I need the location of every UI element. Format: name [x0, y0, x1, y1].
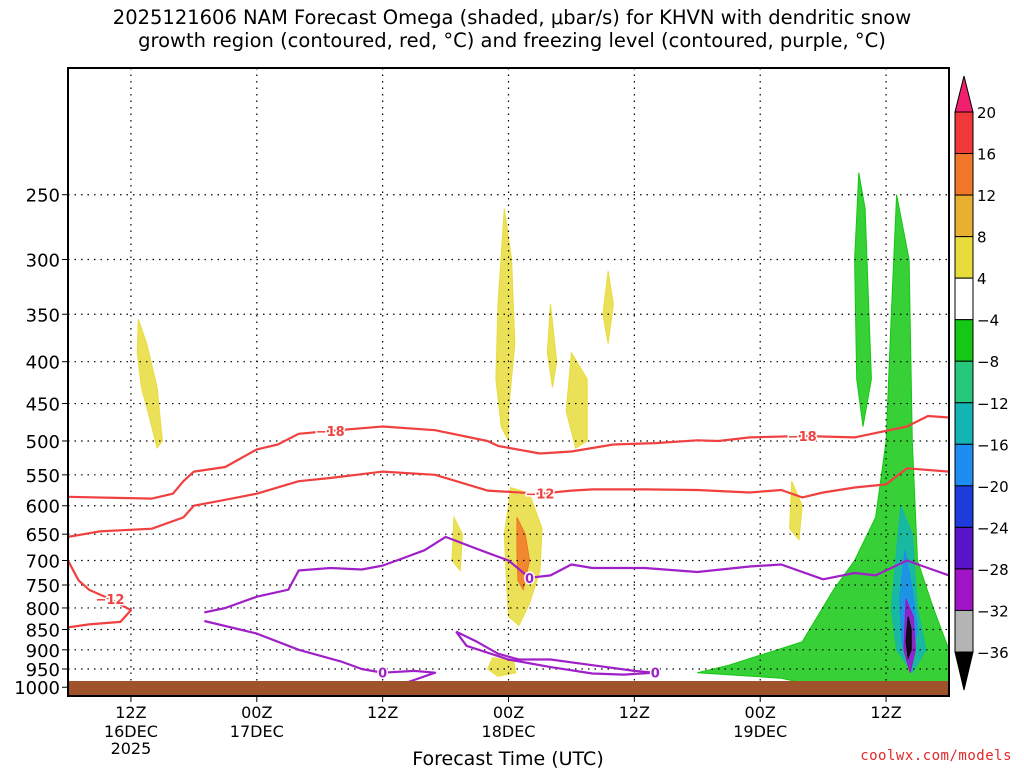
colorbar-label: −4 [977, 312, 999, 330]
colorbar-swatch [954, 360, 974, 404]
colorbar-label: −20 [977, 478, 1009, 496]
omega-blob-18z-upper [495, 208, 516, 442]
colorbar-label: −36 [977, 644, 1009, 662]
colorbar-swatch [954, 485, 974, 528]
colorbar-label: −32 [977, 602, 1009, 620]
contour-label: −18 [316, 425, 345, 440]
colorbar-label: −24 [977, 519, 1009, 537]
y-tick-label: 950 [26, 660, 60, 681]
y-tick-label: 300 [26, 250, 60, 271]
y-tick-label: 900 [26, 641, 60, 662]
y-axis: 2503003504004505005506006507007508008509… [14, 186, 68, 699]
colorbar-swatch [954, 526, 974, 570]
x-tick-sublabel: 19DEC [733, 722, 787, 741]
colorbar-swatch [954, 153, 974, 196]
y-tick-label: 800 [26, 599, 60, 620]
x-tick-label: 12Z [870, 703, 901, 722]
colorbar-swatch [954, 568, 974, 611]
y-tick-label: 250 [26, 186, 60, 207]
colorbar-swatch [954, 236, 974, 279]
x-tick-sublabel: 2025 [111, 739, 152, 758]
colorbar-label: −28 [977, 561, 1009, 579]
colorbar-label: −16 [977, 436, 1009, 454]
credit-text: coolwx.com/models [860, 748, 1012, 764]
omega-blob-18z-core [516, 517, 531, 592]
gridlines [68, 68, 949, 696]
x-tick-label: 12Z [115, 703, 146, 722]
contour-label: −18 [788, 430, 817, 445]
omega-blob-early [136, 319, 163, 450]
colorbar-label: 16 [977, 146, 996, 164]
chart-title: 2025121606 NAM Forecast Omega (shaded, μ… [112, 6, 912, 52]
omega-blob-small-1 [546, 303, 558, 388]
colorbar-swatch [954, 111, 974, 155]
y-tick-label: 750 [26, 576, 60, 597]
colorbar-label: −8 [977, 353, 999, 371]
colorbar-swatch [954, 194, 974, 238]
contour-freezing-0 [204, 535, 949, 614]
ground-terrain [68, 681, 949, 696]
y-tick-label: 650 [26, 525, 60, 546]
colorbar-label: 4 [977, 270, 987, 288]
y-tick-label: 400 [26, 353, 60, 374]
x-axis-label: Forecast Time (UTC) [412, 748, 603, 768]
contour-label: 0 [651, 667, 660, 682]
colorbar-swatch [954, 609, 974, 653]
y-tick-label: 550 [26, 466, 60, 487]
colorbar-label: 12 [977, 187, 996, 205]
omega-shading [136, 172, 949, 688]
y-tick-label: 500 [26, 432, 60, 453]
colorbar-swatch [954, 402, 974, 445]
y-tick-label: 350 [26, 305, 60, 326]
y-tick-label: 700 [26, 552, 60, 573]
x-tick-label: 00Z [745, 703, 776, 722]
contour-freezing-0-blob [455, 630, 657, 676]
x-tick-label: 00Z [493, 703, 524, 722]
colorbar-label: −12 [977, 395, 1009, 413]
plot-area: −18 −18 −12 −12 0 0 0 [68, 68, 949, 696]
colorbar-swatch [954, 277, 974, 321]
y-tick-label: 450 [26, 395, 60, 416]
colorbar-top-arrow [954, 75, 974, 113]
colorbar-bottom-arrow [954, 651, 974, 691]
contour-label: 0 [525, 572, 534, 587]
x-tick-label: 00Z [241, 703, 272, 722]
omega-blob-small-4 [451, 515, 463, 572]
contour-dgz-minus18-left [68, 425, 614, 500]
x-tick-label: 12Z [367, 703, 398, 722]
omega-blob-19z-yellow [789, 481, 803, 541]
colorbar-swatch [954, 443, 974, 487]
omega-blob-small-3 [602, 271, 614, 344]
x-tick-sublabel: 17DEC [230, 722, 284, 741]
contour-freezing-0-low [204, 619, 437, 689]
contour-dgz-minus12 [68, 467, 949, 538]
x-tick-sublabel: 18DEC [482, 722, 536, 741]
omega-blob-small-2 [565, 351, 588, 449]
contour-dgz-minus12-loop [68, 559, 132, 629]
contour-label: −12 [525, 488, 554, 503]
contour-label: −12 [95, 593, 124, 608]
y-tick-label: 1000 [14, 678, 60, 699]
y-tick-label: 600 [26, 497, 60, 518]
omega-blob-19z-green [854, 172, 872, 427]
x-tick-label: 12Z [619, 703, 650, 722]
contour-dgz-minus18 [613, 414, 949, 446]
y-tick-label: 850 [26, 620, 60, 641]
x-tick-sublabel: 16DEC [104, 722, 158, 741]
colorbar-label: 8 [977, 229, 987, 247]
colorbar-label: 20 [977, 104, 996, 122]
omega-blob-19z-core [905, 616, 912, 660]
contour-label: 0 [378, 667, 387, 682]
contours: −18 −18 −12 −12 0 0 0 [68, 414, 949, 689]
omega-blob-19z-right [697, 194, 949, 688]
colorbar-swatch [954, 319, 974, 362]
colorbar: 20 16 12 8 4 −4 −8 −12 −16 −20 −24 −28 −32 −36 [954, 75, 1009, 691]
